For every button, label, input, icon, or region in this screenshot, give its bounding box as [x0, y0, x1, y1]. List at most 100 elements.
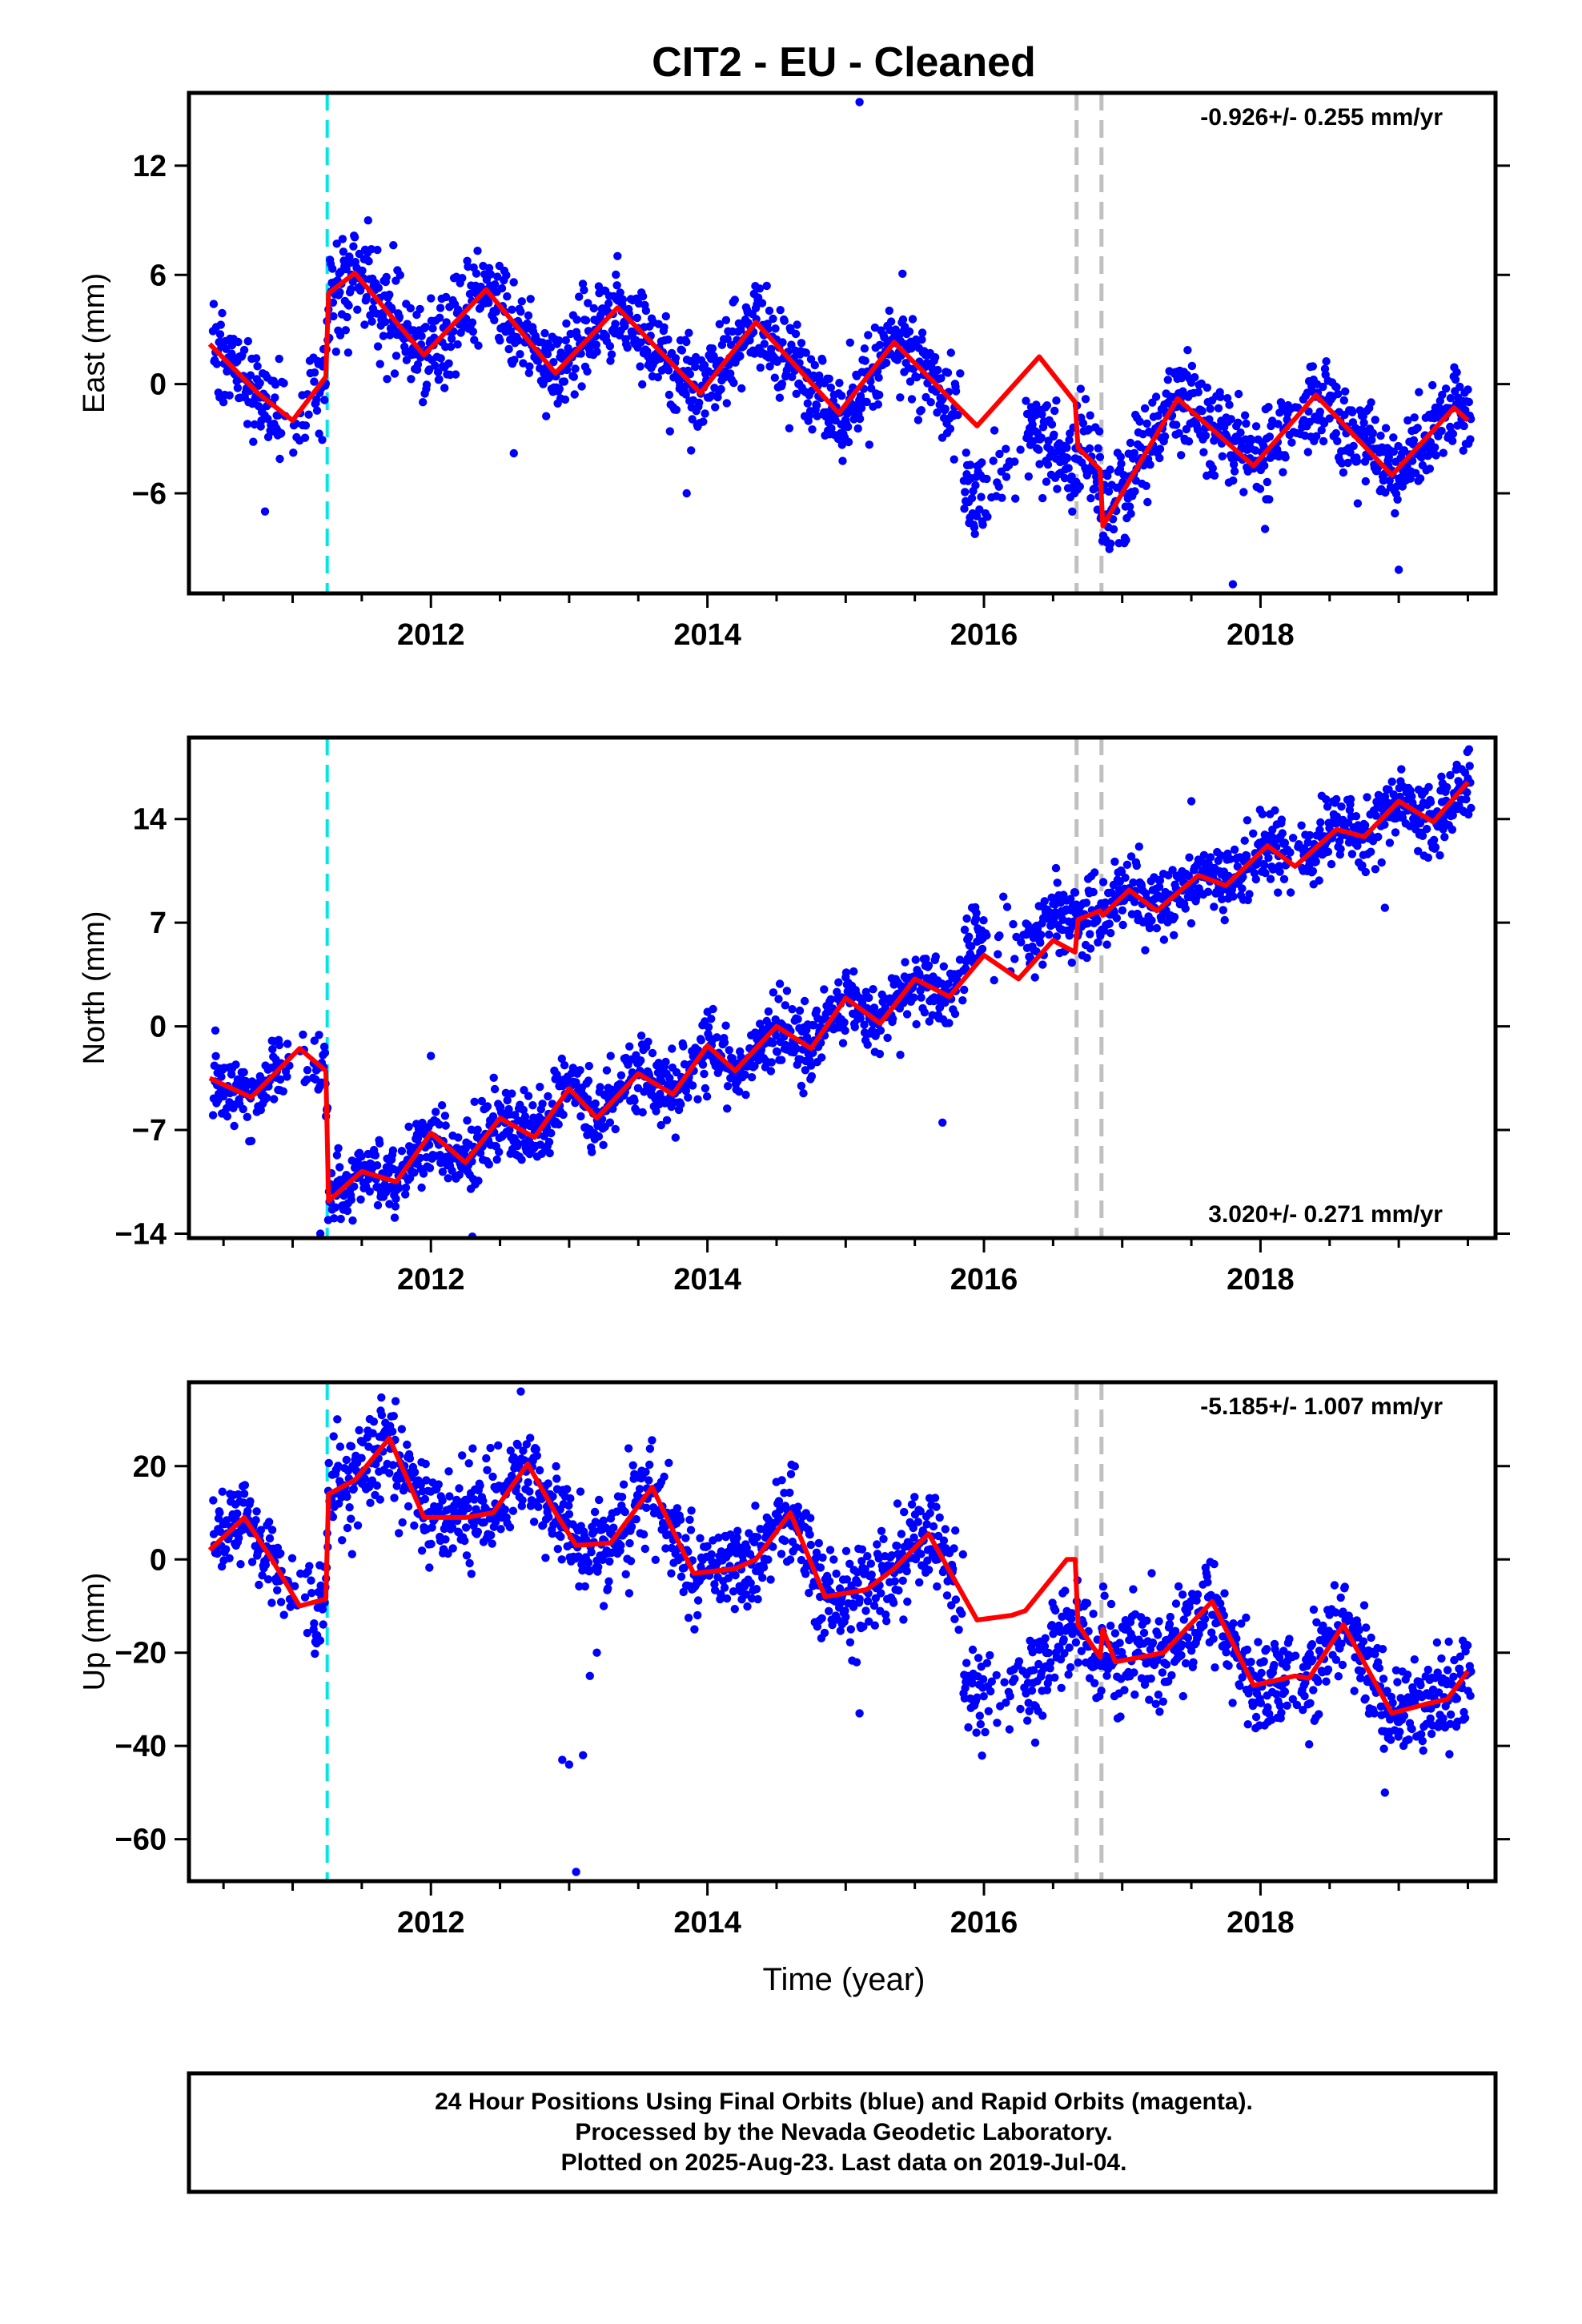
data-point: [391, 1397, 400, 1405]
data-point: [899, 1615, 908, 1624]
data-point: [1442, 782, 1452, 792]
data-point: [440, 384, 449, 392]
data-point: [605, 342, 615, 351]
data-point: [233, 384, 243, 392]
data-point: [915, 1578, 924, 1587]
data-point: [990, 426, 999, 435]
data-point: [467, 1570, 476, 1578]
data-point: [638, 292, 648, 301]
data-point: [275, 454, 284, 464]
data-point: [1312, 432, 1321, 440]
data-point: [544, 1479, 552, 1488]
data-point: [472, 269, 481, 278]
data-point: [488, 1472, 497, 1482]
data-point: [276, 1598, 286, 1606]
data-point: [1083, 919, 1092, 928]
data-point: [435, 1120, 444, 1129]
data-point: [1333, 436, 1342, 445]
data-point: [1240, 411, 1250, 420]
data-point: [307, 1576, 315, 1585]
data-point: [909, 1533, 918, 1542]
data-point: [1078, 419, 1088, 428]
data-point: [1238, 884, 1247, 893]
data-point: [1234, 389, 1243, 399]
data-point: [982, 474, 991, 484]
data-point: [365, 1187, 374, 1196]
data-point: [263, 432, 273, 441]
data-point: [1154, 412, 1162, 420]
data-point: [310, 377, 319, 386]
data-point: [222, 1545, 231, 1554]
data-point: [599, 1140, 608, 1150]
data-point: [814, 1538, 823, 1548]
data-point: [1106, 539, 1115, 548]
data-point: [841, 968, 851, 977]
data-point: [1352, 456, 1362, 466]
data-point: [1249, 829, 1258, 838]
data-point: [860, 1020, 869, 1029]
data-point: [853, 1578, 862, 1587]
data-point: [584, 1558, 593, 1567]
data-point: [1440, 833, 1449, 842]
data-point: [1308, 866, 1318, 876]
data-point: [243, 1506, 252, 1516]
data-point: [723, 335, 732, 344]
data-point: [1428, 380, 1437, 390]
data-point: [1371, 865, 1380, 874]
data-point: [431, 361, 440, 370]
data-point: [1418, 831, 1427, 841]
data-point: [407, 375, 416, 384]
data-point: [247, 1136, 256, 1146]
data-point: [679, 1042, 688, 1051]
data-point: [898, 269, 907, 278]
data-point: [1271, 806, 1279, 815]
data-point: [1431, 443, 1439, 452]
data-point: [332, 1151, 342, 1160]
data-point: [258, 1571, 267, 1580]
data-point: [1437, 426, 1446, 436]
data-point: [1010, 457, 1019, 466]
data-point: [1229, 476, 1238, 485]
data-point: [620, 322, 629, 331]
data-point: [1459, 446, 1468, 455]
data-point: [725, 1046, 733, 1055]
data-point: [419, 398, 428, 407]
data-point: [548, 1529, 557, 1538]
data-point: [1170, 912, 1179, 922]
data-point: [1051, 863, 1061, 873]
data-point: [335, 1163, 344, 1172]
data-point: [513, 1141, 522, 1151]
data-point: [624, 1589, 634, 1598]
data-point: [1201, 431, 1211, 440]
data-point: [1463, 788, 1472, 797]
data-point: [1199, 448, 1208, 456]
data-point: [661, 1544, 670, 1553]
data-point: [776, 306, 785, 315]
data-point: [793, 1015, 802, 1023]
data-point: [403, 1440, 412, 1449]
data-point: [329, 1432, 338, 1441]
data-point: [1464, 745, 1474, 754]
data-point: [360, 1474, 369, 1483]
data-point: [687, 446, 696, 455]
data-point: [624, 1444, 633, 1453]
plot-frame: [187, 735, 1498, 1240]
data-point: [267, 1526, 277, 1534]
data-point: [410, 1468, 420, 1477]
outlier-point: [385, 1200, 394, 1208]
y-tick-label: 14: [133, 803, 167, 837]
data-point: [965, 932, 974, 941]
data-point: [1465, 762, 1474, 770]
data-point: [777, 1476, 786, 1485]
data-point: [286, 1602, 295, 1611]
data-point: [1360, 457, 1370, 466]
data-point: [391, 276, 400, 285]
data-point: [1393, 495, 1402, 504]
data-point: [1411, 468, 1420, 477]
data-point: [890, 1577, 899, 1586]
data-point: [698, 1060, 708, 1069]
data-point: [448, 1544, 457, 1553]
data-point: [604, 1584, 612, 1593]
data-point: [1387, 777, 1396, 786]
data-point: [1184, 871, 1194, 881]
